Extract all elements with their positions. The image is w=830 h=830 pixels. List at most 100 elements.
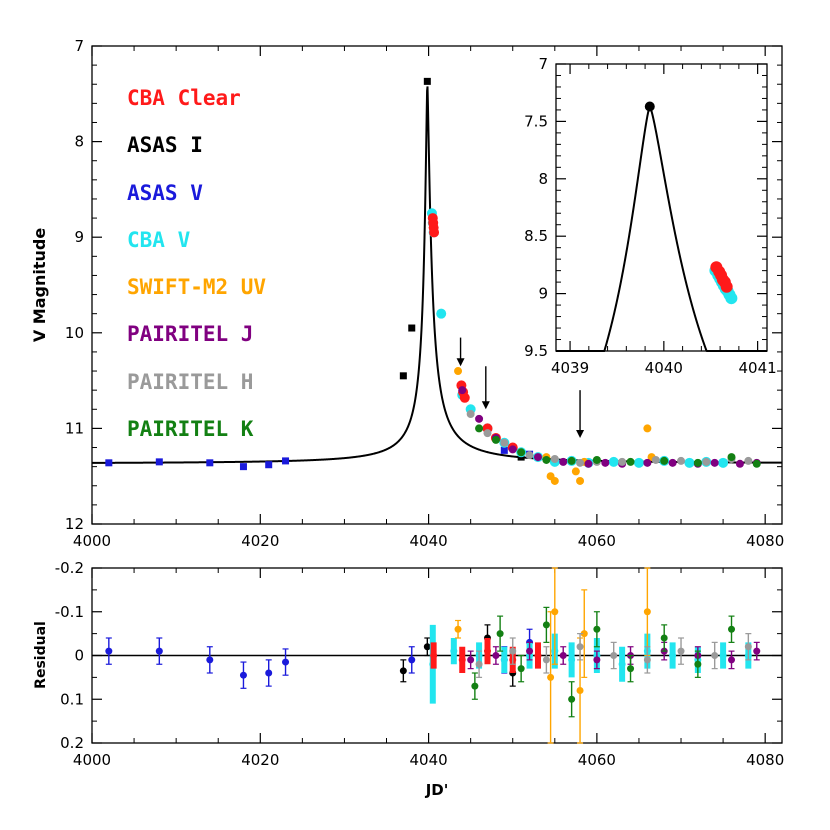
y-tick-label: 0.1 [60, 690, 84, 708]
residual-point-pairitel_h [610, 652, 618, 659]
residual-point-pairitel_k [568, 695, 576, 703]
main-plot-frame [91, 45, 783, 525]
y-tick-label: 9 [74, 228, 84, 246]
main-point-asas_v [239, 463, 247, 471]
inset-plot-frame [555, 63, 768, 352]
x-tick-label: 4041 [739, 359, 777, 377]
y-tick-label: 9.5 [524, 342, 548, 360]
x-tick-label: 4040 [409, 751, 447, 769]
residual-data-points [105, 567, 761, 744]
x-tick-label: 4060 [578, 532, 616, 550]
main-point-cba_clear [459, 392, 470, 403]
residual-y-axis-label: Residual [33, 621, 49, 689]
residual-point-pairitel_j [526, 647, 534, 655]
legend-swift-m2: SWIFT-M2 UV [127, 275, 266, 299]
residual-point-asas_i [423, 643, 431, 651]
residual-point-cba_clear [483, 647, 491, 655]
residual-point-asas_v [265, 669, 273, 677]
main-point-pairitel_k [491, 435, 500, 444]
residual-point-pairitel_k [728, 625, 736, 633]
x-tick-label: 4000 [73, 751, 111, 769]
legend-cba-clear: CBA Clear [127, 86, 241, 110]
y-tick-label: -0.1 [55, 603, 84, 621]
residual-point-swift_m2 [551, 608, 559, 616]
residual-point-pairitel_h [677, 647, 685, 655]
residual-point-pairitel_j [593, 656, 601, 664]
y-tick-label: 7 [538, 55, 548, 73]
residual-point-pairitel_j [753, 647, 761, 655]
residual-point-asas_v [155, 647, 163, 655]
x-tick-label: 4080 [746, 751, 784, 769]
main-point-pairitel_j [710, 458, 719, 467]
legend-asas-i: ASAS I [127, 133, 203, 157]
main-point-cba_v [684, 457, 695, 468]
residual-point-cba_v [669, 652, 677, 659]
main-point-pairitel_h [525, 451, 534, 460]
main-point-pairitel_h [677, 456, 686, 465]
main-point-pairitel_j [533, 453, 542, 462]
inset-point-asas_i [644, 101, 655, 112]
main-point-pairitel_k [693, 458, 702, 467]
residual-point-pairitel_h [576, 643, 584, 651]
inset-point-cba_v [725, 292, 738, 305]
residual-tick-labels: 4000 4020 4040 4060 4080 -0.2 -0.1 0 0.1 0.2 [55, 559, 785, 769]
main-point-pairitel_k [727, 453, 736, 462]
y-tick-label: 11 [65, 419, 84, 437]
main-point-cba_v [718, 457, 729, 468]
main-point-pairitel_j [475, 414, 484, 423]
main-point-pairitel_j [508, 445, 517, 454]
residual-point-pairitel_j [559, 652, 567, 659]
x-tick-label: 4020 [241, 751, 279, 769]
main-point-pairitel_h [744, 456, 753, 465]
main-point-cba_clear [429, 227, 440, 238]
y-tick-label: 10 [65, 324, 84, 342]
main-point-swift_m2 [643, 424, 652, 433]
residual-point-swift_m2 [454, 625, 462, 633]
main-point-asas_v [282, 457, 290, 465]
main-point-pairitel_h [651, 455, 660, 464]
x-tick-label: 4020 [241, 532, 279, 550]
main-point-pairitel_k [592, 455, 601, 464]
y-tick-label: 8 [538, 170, 548, 188]
main-point-pairitel_j [643, 458, 652, 467]
x-tick-label: 4039 [551, 359, 589, 377]
main-point-pairitel_h [702, 457, 711, 466]
main-point-pairitel_h [500, 438, 509, 447]
main-point-swift_m2 [550, 476, 559, 485]
residual-point-asas_v [105, 647, 113, 655]
legend-pairitel-k: PAIRITEL K [127, 417, 254, 441]
y-tick-label: -0.2 [55, 559, 84, 577]
y-tick-label: 8 [74, 133, 84, 151]
residual-point-cba_clear [430, 652, 438, 659]
legend: CBA Clear ASAS I ASAS V CBA V SWIFT-M2 U… [127, 86, 266, 441]
main-point-pairitel_h [550, 454, 559, 463]
residual-point-cba_v [500, 656, 508, 664]
legend-pairitel-h: PAIRITEL H [127, 370, 253, 394]
y-tick-label: 0 [74, 647, 84, 665]
inset-model-curve [556, 105, 767, 352]
main-point-pairitel_k [475, 424, 484, 433]
main-tick-labels: 4000 4020 4040 4060 4080 7 8 9 10 11 12 [65, 37, 784, 550]
main-point-pairitel_j [668, 458, 677, 467]
residual-point-pairitel_k [496, 630, 504, 638]
main-point-pairitel_h [618, 457, 627, 466]
x-tick-label: 4040 [409, 532, 447, 550]
x-tick-label: 4080 [746, 532, 784, 550]
residual-point-pairitel_j [728, 656, 736, 664]
main-point-swift_m2 [454, 367, 463, 376]
residual-point-swift_m2 [580, 630, 588, 638]
legend-pairitel-j: PAIRITEL J [127, 322, 253, 346]
y-tick-label: 12 [65, 515, 84, 533]
main-point-pairitel_k [660, 456, 669, 465]
main-point-asas_v [206, 459, 214, 467]
x-tick-label: 4060 [578, 751, 616, 769]
residual-point-pairitel_k [660, 634, 668, 642]
main-ticks [91, 45, 782, 525]
main-point-asas_i [408, 324, 416, 332]
residual-point-asas_v [206, 656, 214, 664]
main-point-asas_v [105, 459, 113, 467]
main-y-axis-label: V Magnitude [30, 228, 49, 342]
main-point-pairitel_k [567, 456, 576, 465]
residual-point-cba_clear [534, 652, 542, 659]
residual-point-pairitel_h [542, 656, 550, 664]
